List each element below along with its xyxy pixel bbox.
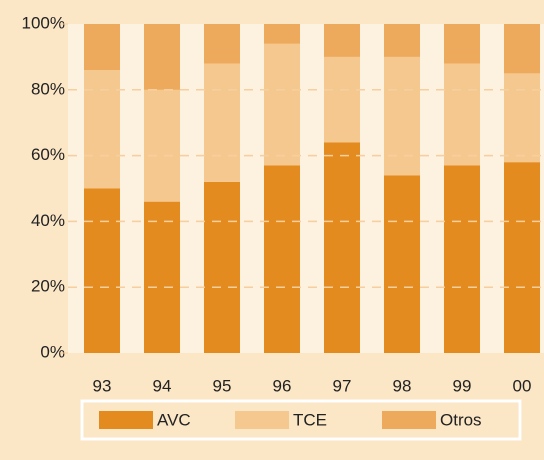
bar-segment [144,201,180,353]
bar-segment [204,181,240,353]
x-tick-label: 99 [453,376,472,395]
bar-segment [324,56,360,143]
legend-label: TCE [293,410,327,429]
bar-segment [504,73,540,163]
bar-segment [324,142,360,353]
y-tick-label: 20% [31,277,65,296]
stripe [540,24,544,353]
y-tick-label: 100% [22,13,65,32]
bar-segment [444,24,480,64]
stripe [420,24,444,353]
stripe [180,24,204,353]
bar-segment [264,24,300,44]
bar-segment [84,188,120,353]
stripe [240,24,264,353]
legend-swatch [99,411,153,429]
stripe [300,24,324,353]
bar-segment [144,24,180,90]
legend-box [80,399,522,441]
bar-segment [264,43,300,166]
bar-segment [84,70,120,189]
stripe [68,24,84,353]
y-tick-label: 40% [31,211,65,230]
legend-swatch [235,411,289,429]
y-tick-label: 80% [31,79,65,98]
bar-segment [384,56,420,176]
x-tick-label: 00 [513,376,532,395]
x-tick-label: 98 [393,376,412,395]
x-tick-label: 96 [273,376,292,395]
stripe [360,24,384,353]
stripe [120,24,144,353]
legend-label: AVC [157,410,191,429]
bar-segment [144,89,180,202]
x-tick-label: 94 [153,376,172,395]
bar-segment [84,24,120,71]
x-tick-label: 93 [93,376,112,395]
bar-segment [384,24,420,57]
bar-segment [384,175,420,353]
bar-segment [324,24,360,57]
bar-segment [204,63,240,182]
y-tick-label: 60% [31,145,65,164]
legend-swatch [382,411,436,429]
bar-segment [444,63,480,166]
bar-segment [504,24,540,74]
bar-segment [444,165,480,353]
bar-segment [204,24,240,64]
x-tick-label: 97 [333,376,352,395]
y-tick-label: 0% [40,342,65,361]
bar-segment [264,165,300,353]
stripe [480,24,504,353]
x-tick-label: 95 [213,376,232,395]
legend-label: Otros [440,410,482,429]
bar-segment [504,162,540,353]
